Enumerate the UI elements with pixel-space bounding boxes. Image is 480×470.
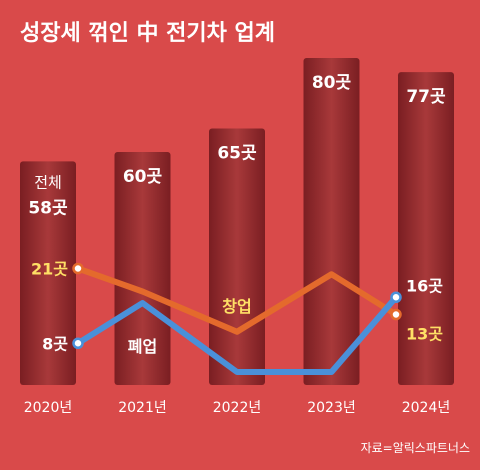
closures-point [390, 291, 402, 303]
closures-value-label: 16곳 [406, 276, 443, 295]
labels-layer: 전체 58곳 2020년 60곳 2021년 65곳 2022년 80곳 2023년 77곳 202… [24, 73, 451, 416]
source-note: 자료=알릭스파트너스 [361, 441, 470, 455]
year-tick-label: 2021년 [118, 400, 167, 416]
year-tick-label: 2024년 [402, 400, 451, 416]
bars-layer [20, 58, 454, 385]
total-value-label: 80곳 [312, 73, 352, 93]
closures-value-label: 8곳 [42, 334, 68, 353]
closures-series-label: 폐업 [128, 337, 157, 356]
startups-series-label: 창업 [222, 297, 251, 316]
total-bar [114, 152, 171, 385]
startups-line [75, 265, 399, 335]
closures-point [72, 337, 84, 349]
total-value-label: 60곳 [123, 167, 163, 187]
lines-layer [72, 262, 402, 375]
year-tick-label: 2020년 [24, 400, 73, 416]
total-value-label: 77곳 [406, 87, 446, 107]
total-bar [398, 72, 454, 385]
total-bar [303, 58, 360, 385]
closures-line [75, 294, 399, 375]
total-value-label: 58곳 [28, 198, 68, 218]
total-bar [20, 161, 76, 385]
total-series-label: 전체 [34, 173, 62, 191]
total-value-label: 65곳 [217, 144, 257, 164]
startups-value-label: 21곳 [31, 260, 68, 279]
year-tick-label: 2023년 [307, 400, 356, 416]
chart-title: 성장세 꺾인 中 전기차 업계 [20, 21, 275, 46]
year-tick-label: 2022년 [213, 400, 262, 416]
startups-point [390, 308, 402, 321]
total-bar [209, 128, 265, 385]
startups-point [72, 262, 84, 275]
startups-value-label: 13곳 [406, 325, 443, 344]
